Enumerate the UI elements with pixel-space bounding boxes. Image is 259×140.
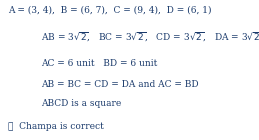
Text: ∴  Champa is correct: ∴ Champa is correct	[8, 122, 104, 131]
Text: AB = BC = CD = DA and AC = BD: AB = BC = CD = DA and AC = BD	[41, 80, 199, 89]
Text: A = (3, 4),  B = (6, 7),  C = (9, 4),  D = (6, 1): A = (3, 4), B = (6, 7), C = (9, 4), D = …	[8, 6, 211, 15]
Text: AC = 6 unit   BD = 6 unit: AC = 6 unit BD = 6 unit	[41, 59, 158, 68]
Text: AB = 3$\sqrt{2}$,   BC = 3$\sqrt{2}$,   CD = 3$\sqrt{2}$,   DA = 3$\sqrt{2}$: AB = 3$\sqrt{2}$, BC = 3$\sqrt{2}$, CD =…	[41, 31, 259, 44]
Text: ABCD is a square: ABCD is a square	[41, 99, 122, 108]
